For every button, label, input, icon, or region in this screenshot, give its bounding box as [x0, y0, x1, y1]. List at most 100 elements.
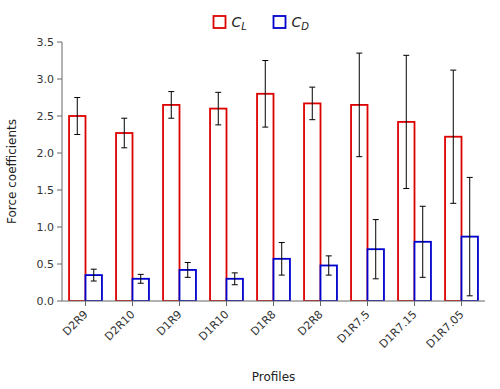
x-tick-label: D1R7.5 [335, 308, 373, 346]
y-tick-label: 2.5 [37, 110, 55, 123]
bar [116, 133, 132, 301]
error-cap [403, 188, 409, 189]
y-tick [57, 227, 62, 228]
error-cap [403, 55, 409, 56]
error-cap [420, 206, 426, 207]
x-tick [367, 301, 368, 306]
marks [69, 53, 478, 301]
y-tick [57, 153, 62, 154]
x-tick [461, 301, 462, 306]
y-tick [57, 190, 62, 191]
error-cap [467, 177, 473, 178]
y-tick [57, 79, 62, 80]
error-bar [168, 92, 174, 119]
y-axis-line [62, 42, 63, 301]
error-bar [215, 92, 221, 125]
y-tick-label: 1.5 [37, 184, 55, 197]
error-cap [185, 277, 191, 278]
error-cap [450, 203, 456, 204]
legend-label: CL [232, 14, 247, 32]
x-tick [132, 301, 133, 306]
y-tick [57, 301, 62, 302]
error-line [406, 55, 407, 188]
error-bar [309, 87, 315, 120]
x-tick [85, 301, 86, 306]
y-tick [57, 116, 62, 117]
error-cap [121, 147, 127, 148]
error-cap [91, 269, 97, 270]
x-axis-title: Profiles [252, 370, 296, 384]
error-line [171, 92, 172, 119]
error-line [375, 220, 376, 279]
error-cap [450, 70, 456, 71]
error-line [453, 70, 454, 203]
error-cap [467, 295, 473, 296]
error-cap [91, 281, 97, 282]
bar [163, 105, 179, 301]
error-cap [309, 87, 315, 88]
error-cap [215, 92, 221, 93]
error-bar [121, 118, 127, 148]
error-cap [232, 272, 238, 273]
x-tick-label: D2R10 [102, 308, 137, 343]
x-tick-label: D1R9 [154, 308, 184, 338]
error-cap [420, 277, 426, 278]
error-line [281, 243, 282, 276]
x-tick-label: D1R10 [196, 308, 231, 343]
y-axis-title: Force coefficients [5, 119, 19, 224]
error-cap [74, 97, 80, 98]
x-tick [226, 301, 227, 306]
error-bar [185, 263, 191, 278]
error-line [312, 87, 313, 120]
error-cap [168, 91, 174, 92]
legend-swatch [274, 16, 286, 28]
error-line [265, 61, 266, 128]
y-tick [57, 264, 62, 265]
x-tick [273, 301, 274, 306]
error-line [124, 118, 125, 148]
error-cap [326, 275, 332, 276]
error-cap [326, 255, 332, 256]
y-axis: 0.00.51.01.52.02.53.03.5 [37, 36, 63, 308]
error-cap [262, 60, 268, 61]
x-tick-label: D1R8 [248, 308, 278, 338]
error-cap [215, 124, 221, 125]
error-cap [279, 242, 285, 243]
error-cap [232, 284, 238, 285]
error-bar [403, 55, 409, 188]
error-line [328, 256, 329, 275]
x-tick-label: D1R7.15 [377, 308, 420, 351]
y-tick-label: 0.0 [37, 295, 55, 308]
error-line [140, 274, 141, 283]
error-cap [138, 274, 144, 275]
legend: CLCD [214, 14, 310, 32]
error-line [469, 177, 470, 295]
error-line [234, 273, 235, 285]
bar [69, 116, 85, 301]
error-cap [356, 156, 362, 157]
error-line [422, 206, 423, 277]
error-cap [168, 118, 174, 119]
error-cap [262, 127, 268, 128]
error-line [359, 53, 360, 157]
x-tick [414, 301, 415, 306]
error-bar [373, 220, 379, 279]
y-tick-label: 0.5 [37, 258, 55, 271]
error-bar [450, 70, 456, 203]
error-bar [91, 269, 97, 281]
error-line [187, 263, 188, 278]
x-tick-label: D1R7.05 [424, 308, 467, 351]
error-bar [326, 256, 332, 275]
legend-swatch [214, 16, 226, 28]
error-cap [138, 283, 144, 284]
y-tick-label: 2.0 [37, 147, 55, 160]
error-cap [279, 275, 285, 276]
error-cap [373, 219, 379, 220]
error-cap [185, 262, 191, 263]
y-tick-label: 3.0 [37, 73, 55, 86]
error-line [77, 98, 78, 135]
y-tick-label: 1.0 [37, 221, 55, 234]
x-axis: D2R9D2R10D1R9D1R10D1R8D2R8D1R7.5D1R7.15D… [60, 301, 466, 351]
error-cap [356, 53, 362, 54]
error-bar [420, 206, 426, 277]
